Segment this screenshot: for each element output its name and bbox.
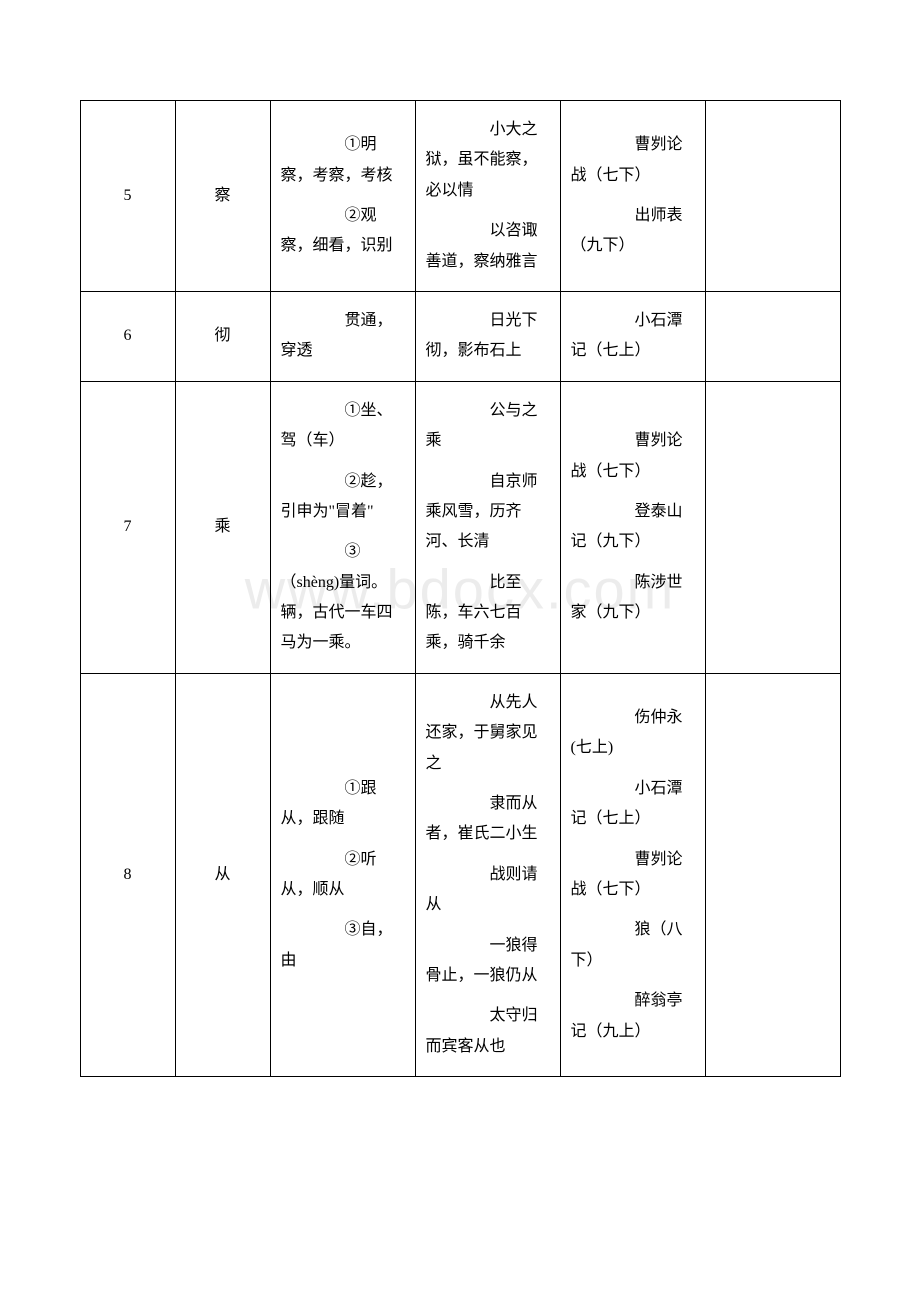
cell-number: 6 [80, 291, 175, 381]
meaning-item: ②趁，引申为"冒着" [281, 467, 405, 528]
cell-source: 伤仲永(七上) 小石潭记（七上） 曹刿论战（七下） 狼（八下） 醉翁亭记（九上） [560, 673, 705, 1076]
cell-source: 小石潭记（七上） [560, 291, 705, 381]
table-row: 7 乘 ①坐、驾（车） ②趁，引申为"冒着" ③（shèng)量词。辆，古代一车… [80, 381, 840, 673]
source-item: 曹刿论战（七下） [571, 426, 695, 487]
example-item: 太守归而宾客从也 [426, 1001, 550, 1062]
cell-character: 彻 [175, 291, 270, 381]
meaning-item: ①明察，考察，考核 [281, 130, 405, 191]
cell-example: 公与之乘 自京师乘风雪，历齐河、长清 比至陈，车六七百乘，骑千余 [415, 381, 560, 673]
source-item: 曹刿论战（七下） [571, 845, 695, 906]
source-item: 伤仲永(七上) [571, 703, 695, 764]
source-item: 出师表（九下） [571, 201, 695, 262]
example-item: 以咨诹善道，察纳雅言 [426, 216, 550, 277]
cell-number: 5 [80, 101, 175, 292]
meaning-item: 贯通，穿透 [281, 306, 405, 367]
table-row: 5 察 ①明察，考察，考核 ②观察，细看，识别 小大之狱，虽不能察，必以情 以咨… [80, 101, 840, 292]
cell-example: 从先人还家，于舅家见之 隶而从者，崔氏二小生 战则请从 一狼得骨止，一狼仍从 太… [415, 673, 560, 1076]
cell-meaning: ①跟从，跟随 ②听从，顺从 ③自，由 [270, 673, 415, 1076]
source-item: 醉翁亭记（九上） [571, 986, 695, 1047]
cell-empty [705, 101, 840, 292]
cell-empty [705, 381, 840, 673]
meaning-item: ③自，由 [281, 915, 405, 976]
example-item: 战则请从 [426, 860, 550, 921]
example-item: 比至陈，车六七百乘，骑千余 [426, 568, 550, 659]
cell-example: 日光下彻，影布石上 [415, 291, 560, 381]
table-row: 6 彻 贯通，穿透 日光下彻，影布石上 小石潭记（七上） [80, 291, 840, 381]
example-item: 公与之乘 [426, 396, 550, 457]
example-item: 小大之狱，虽不能察，必以情 [426, 115, 550, 206]
cell-example: 小大之狱，虽不能察，必以情 以咨诹善道，察纳雅言 [415, 101, 560, 292]
cell-character: 察 [175, 101, 270, 292]
meaning-item: ②观察，细看，识别 [281, 201, 405, 262]
cell-source: 曹刿论战（七下） 登泰山记（九下） 陈涉世家（九下） [560, 381, 705, 673]
source-item: 登泰山记（九下） [571, 497, 695, 558]
example-item: 自京师乘风雪，历齐河、长清 [426, 467, 550, 558]
cell-meaning: ①明察，考察，考核 ②观察，细看，识别 [270, 101, 415, 292]
cell-character: 乘 [175, 381, 270, 673]
cell-number: 8 [80, 673, 175, 1076]
source-item: 小石潭记（七上） [571, 774, 695, 835]
cell-character: 从 [175, 673, 270, 1076]
cell-meaning: ①坐、驾（车） ②趁，引申为"冒着" ③（shèng)量词。辆，古代一车四马为一… [270, 381, 415, 673]
source-item: 狼（八下） [571, 915, 695, 976]
meaning-item: ③（shèng)量词。辆，古代一车四马为一乘。 [281, 537, 405, 659]
source-item: 小石潭记（七上） [571, 306, 695, 367]
source-item: 曹刿论战（七下） [571, 130, 695, 191]
meaning-item: ①坐、驾（车） [281, 396, 405, 457]
example-item: 隶而从者，崔氏二小生 [426, 789, 550, 850]
cell-number: 7 [80, 381, 175, 673]
example-item: 一狼得骨止，一狼仍从 [426, 931, 550, 992]
example-item: 日光下彻，影布石上 [426, 306, 550, 367]
meaning-item: ②听从，顺从 [281, 845, 405, 906]
cell-empty [705, 673, 840, 1076]
cell-source: 曹刿论战（七下） 出师表（九下） [560, 101, 705, 292]
example-item: 从先人还家，于舅家见之 [426, 688, 550, 779]
table-row: 8 从 ①跟从，跟随 ②听从，顺从 ③自，由 从先人还家，于舅家见之 隶而从者，… [80, 673, 840, 1076]
vocabulary-table: 5 察 ①明察，考察，考核 ②观察，细看，识别 小大之狱，虽不能察，必以情 以咨… [80, 100, 841, 1077]
meaning-item: ①跟从，跟随 [281, 774, 405, 835]
cell-meaning: 贯通，穿透 [270, 291, 415, 381]
cell-empty [705, 291, 840, 381]
source-item: 陈涉世家（九下） [571, 568, 695, 629]
